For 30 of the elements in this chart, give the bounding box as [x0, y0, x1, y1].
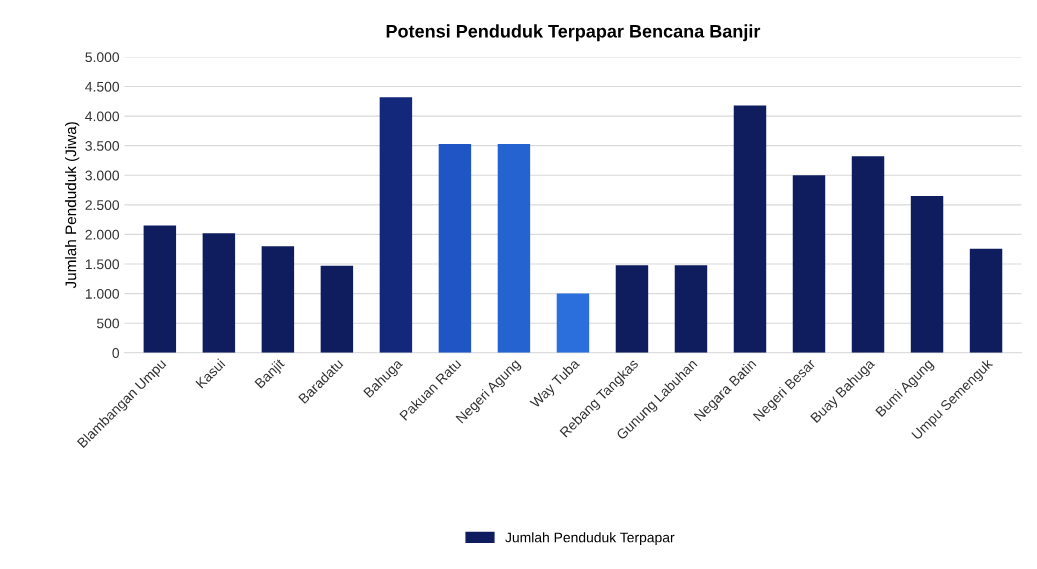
y-tick-label: 1.000	[85, 288, 120, 299]
x-tick-label: Way Tuba	[529, 357, 583, 411]
y-tick-label: 3.000	[85, 170, 120, 181]
y-tick-label: 5.000	[85, 52, 120, 63]
bar	[674, 265, 708, 353]
bar	[851, 156, 885, 353]
bar	[910, 195, 944, 353]
bar	[733, 105, 767, 353]
bar	[379, 97, 413, 353]
bar	[261, 246, 295, 353]
bar	[320, 265, 354, 353]
bar	[615, 265, 649, 353]
bar	[556, 293, 590, 353]
y-tick-label: 3.500	[85, 141, 120, 151]
legend-label: Jumlah Penduduk Terpapar	[505, 532, 675, 546]
y-tick-label: 1.500	[85, 259, 120, 270]
bar	[792, 175, 826, 353]
y-tick-label: 4.000	[85, 111, 120, 122]
y-tick-label: 2.000	[85, 229, 120, 240]
y-tick-label: 500	[96, 318, 120, 329]
y-axis-title: Jumlah Penduduk (Jiwa)	[65, 122, 80, 289]
chart-title: Potensi Penduduk Terpapar Bencana Banjir	[386, 24, 761, 42]
y-tick-label: 4.500	[85, 81, 120, 92]
bar	[497, 143, 531, 353]
bar	[969, 248, 1003, 353]
y-tick-label: 0	[112, 348, 120, 358]
y-tick-label: 2.500	[85, 200, 120, 211]
bar	[143, 225, 177, 353]
bar	[438, 143, 472, 353]
bar	[202, 233, 236, 353]
